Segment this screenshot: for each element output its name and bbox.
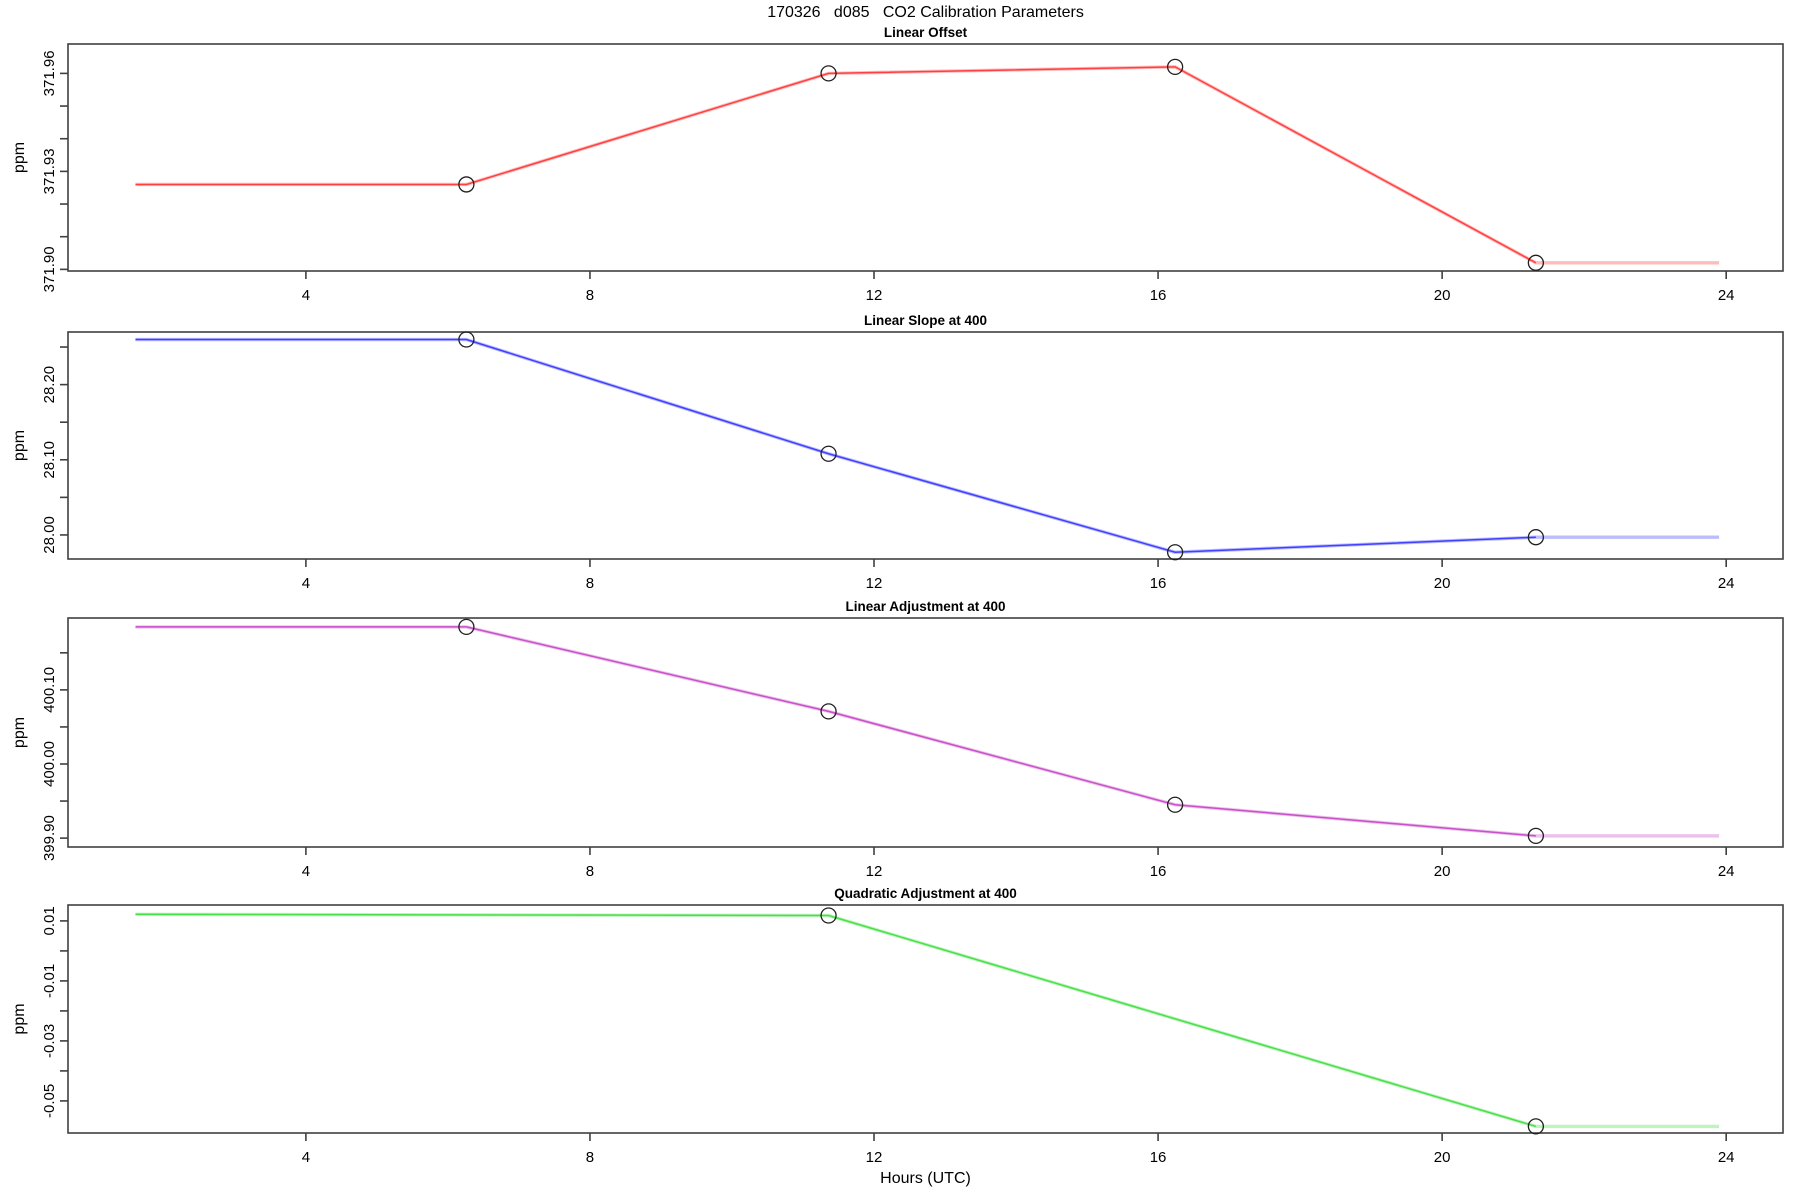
svg-text:12: 12 [866, 287, 883, 304]
svg-text:20: 20 [1434, 575, 1451, 592]
data-line [135, 66, 1537, 264]
svg-text:24: 24 [1718, 863, 1735, 880]
svg-text:24: 24 [1718, 287, 1735, 304]
y-axis: 28.00 28.10 28.20 [41, 346, 68, 554]
panel-title: Linear Slope at 400 [864, 313, 987, 328]
svg-text:-0.03: -0.03 [41, 1024, 58, 1058]
data-line-underlay [135, 625, 1720, 838]
svg-text:371.93: 371.93 [41, 148, 58, 194]
svg-text:4: 4 [302, 863, 310, 880]
y-axis-title: ppm [11, 1003, 28, 1034]
data-line [135, 626, 1536, 837]
svg-text:8: 8 [586, 287, 594, 304]
svg-text:16: 16 [1150, 863, 1167, 880]
data-points [458, 58, 1545, 271]
svg-text:4: 4 [302, 575, 310, 592]
x-axis: 4 8 12 16 20 24 [302, 847, 1735, 880]
svg-text:28.10: 28.10 [41, 441, 58, 479]
data-points [458, 331, 1545, 561]
panel-title: Linear Adjustment at 400 [845, 599, 1005, 614]
svg-text:8: 8 [586, 575, 594, 592]
data-points [458, 618, 1545, 845]
panel-1: Linear Offset 371.90 371.93 371.96 ppm 4 8 12 16… [11, 25, 1784, 304]
svg-text:8: 8 [586, 863, 594, 880]
svg-text:371.96: 371.96 [41, 50, 58, 96]
svg-text:28.20: 28.20 [41, 366, 58, 404]
data-line [135, 338, 1536, 553]
svg-text:4: 4 [302, 1149, 310, 1166]
svg-text:24: 24 [1718, 1149, 1735, 1166]
y-axis: 371.90 371.93 371.96 [41, 50, 68, 292]
x-axis: 4 8 12 16 20 24 [302, 1133, 1735, 1166]
panel-4: Quadratic Adjustment at 400-0.05-0.03-0.… [11, 886, 1784, 1166]
y-axis-title: ppm [11, 430, 28, 461]
x-axis: 4 8 12 16 20 24 [302, 559, 1735, 592]
page-title: 170326 d085 CO2 Calibration Parameters [767, 4, 1084, 21]
x-axis-label: Hours (UTC) [880, 1170, 971, 1187]
svg-text:12: 12 [866, 1149, 883, 1166]
plot-box [67, 904, 1784, 1134]
y-axis: -0.05 -0.03 -0.01 0.01 [41, 906, 68, 1118]
svg-text:20: 20 [1434, 287, 1451, 304]
svg-text:-0.05: -0.05 [41, 1084, 58, 1118]
panel-2: Linear Slope at 400 28.00 28.10 28.20 ppm 4 8 1… [11, 313, 1784, 592]
svg-text:28.00: 28.00 [41, 516, 58, 554]
data-line-underlay [135, 912, 1720, 1129]
data-points [820, 907, 1545, 1135]
x-axis: 4 8 12 16 20 24 [302, 271, 1735, 304]
svg-text:16: 16 [1150, 1149, 1167, 1166]
svg-text:371.90: 371.90 [41, 246, 58, 292]
svg-text:16: 16 [1150, 287, 1167, 304]
svg-text:0.01: 0.01 [41, 906, 58, 935]
svg-text:4: 4 [302, 287, 310, 304]
svg-text:16: 16 [1150, 575, 1167, 592]
svg-text:12: 12 [866, 863, 883, 880]
y-axis-title: ppm [11, 717, 28, 748]
panel-title: Quadratic Adjustment at 400 [834, 886, 1017, 901]
plot-box [67, 43, 1784, 272]
svg-text:399.90: 399.90 [41, 815, 58, 861]
svg-text:400.10: 400.10 [41, 667, 58, 713]
plot-box [67, 617, 1784, 848]
y-axis: 399.90 400.00 400.10 [41, 652, 68, 861]
svg-text:8: 8 [586, 1149, 594, 1166]
svg-text:400.00: 400.00 [41, 741, 58, 787]
svg-text:24: 24 [1718, 575, 1735, 592]
svg-text:-0.01: -0.01 [41, 964, 58, 998]
svg-text:20: 20 [1434, 863, 1451, 880]
plot-box [67, 331, 1784, 560]
y-axis-title: ppm [11, 142, 28, 173]
panel-3: Linear Adjustment at 400 399.90 400.00 400.… [11, 599, 1784, 880]
svg-text:12: 12 [866, 575, 883, 592]
panel-title: Linear Offset [884, 25, 968, 40]
data-line [135, 913, 1537, 1128]
data-line-underlay [135, 337, 1720, 554]
svg-text:20: 20 [1434, 1149, 1451, 1166]
